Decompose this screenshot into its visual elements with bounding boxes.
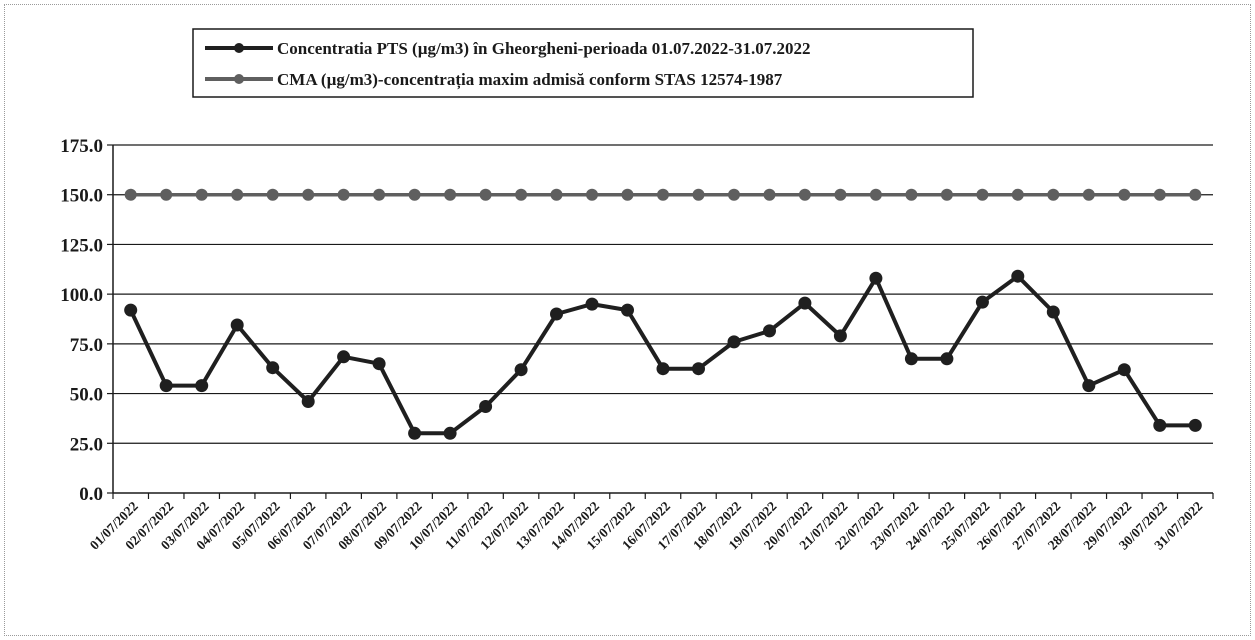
data-point-pts bbox=[550, 307, 563, 321]
data-point-pts bbox=[266, 361, 280, 375]
data-point-pts bbox=[656, 362, 670, 376]
data-point-cma bbox=[798, 188, 811, 201]
data-point-cma bbox=[124, 188, 137, 201]
data-point-pts bbox=[408, 426, 422, 440]
data-point-cma bbox=[763, 188, 776, 201]
legend-marker-cma bbox=[234, 74, 244, 84]
data-point-pts bbox=[940, 352, 954, 366]
legend: Concentratia PTS (µg/m3) în Gheorgheni-p… bbox=[192, 28, 974, 98]
data-point-cma bbox=[479, 188, 492, 201]
data-point-pts bbox=[621, 303, 634, 317]
data-point-cma bbox=[373, 188, 386, 201]
data-point-pts bbox=[124, 303, 138, 317]
data-point-pts bbox=[1082, 379, 1096, 393]
legend-label-cma: CMA (µg/m3)-concentrația maxim admisă co… bbox=[277, 70, 783, 90]
data-point-cma bbox=[869, 188, 882, 201]
data-point-pts bbox=[904, 352, 918, 366]
data-point-pts bbox=[833, 329, 847, 343]
data-point-cma bbox=[550, 188, 563, 201]
data-point-pts bbox=[727, 335, 741, 349]
data-point-cma bbox=[160, 188, 173, 201]
data-point-cma bbox=[905, 188, 918, 201]
y-tick-label: 175.0 bbox=[60, 136, 103, 157]
data-point-cma bbox=[1082, 188, 1095, 201]
legend-marker-pts bbox=[234, 43, 244, 53]
data-point-cma bbox=[728, 188, 740, 201]
data-point-pts bbox=[372, 357, 386, 371]
data-point-pts bbox=[514, 363, 528, 377]
data-point-cma bbox=[586, 188, 598, 201]
legend-box bbox=[192, 28, 974, 98]
data-point-cma bbox=[408, 188, 421, 201]
data-point-pts bbox=[337, 350, 351, 364]
data-point-pts bbox=[1188, 418, 1202, 432]
data-point-cma bbox=[1011, 188, 1024, 201]
x-axis-ticks: 01/07/202202/07/202203/07/202204/07/2022… bbox=[87, 498, 1206, 552]
data-point-pts bbox=[1011, 269, 1025, 283]
y-tick-label: 50.0 bbox=[70, 385, 103, 406]
chart-frame: Concentratia PTS (µg/m3) în Gheorgheni-p… bbox=[4, 4, 1251, 636]
data-point-cma bbox=[231, 188, 244, 201]
data-point-cma bbox=[657, 188, 669, 201]
series-group bbox=[124, 188, 1202, 440]
data-point-cma bbox=[940, 188, 953, 201]
data-point-cma bbox=[1189, 188, 1202, 201]
y-tick-label: 125.0 bbox=[60, 235, 103, 256]
data-point-cma bbox=[692, 188, 705, 201]
y-tick-label: 25.0 bbox=[70, 434, 103, 455]
data-point-pts bbox=[975, 295, 989, 309]
series-line-pts bbox=[128, 274, 1196, 436]
data-point-pts bbox=[479, 400, 493, 413]
y-tick-label: 75.0 bbox=[70, 335, 103, 356]
axes bbox=[107, 144, 1214, 499]
line-chart: Concentratia PTS (µg/m3) în Gheorgheni-p… bbox=[60, 28, 1214, 553]
data-point-pts bbox=[869, 271, 883, 285]
y-tick-label: 0.0 bbox=[79, 484, 103, 505]
data-point-cma bbox=[444, 188, 457, 201]
data-point-cma bbox=[1047, 188, 1060, 201]
y-tick-label: 150.0 bbox=[60, 186, 103, 207]
data-point-pts bbox=[443, 426, 457, 440]
data-point-pts bbox=[1117, 363, 1131, 377]
data-point-cma bbox=[1153, 188, 1166, 201]
data-point-pts bbox=[692, 362, 705, 376]
data-point-cma bbox=[1118, 188, 1131, 201]
data-point-cma bbox=[976, 188, 989, 201]
legend-label-pts: Concentratia PTS (µg/m3) în Gheorgheni-p… bbox=[277, 39, 810, 58]
data-point-pts bbox=[301, 395, 315, 408]
data-point-pts bbox=[230, 318, 244, 332]
data-point-pts bbox=[798, 296, 812, 310]
data-point-cma bbox=[302, 188, 315, 201]
data-point-cma bbox=[266, 188, 279, 201]
y-tick-label: 100.0 bbox=[60, 285, 103, 306]
data-point-cma bbox=[515, 188, 528, 201]
data-point-pts bbox=[1153, 418, 1167, 432]
data-point-pts bbox=[763, 324, 776, 338]
data-point-cma bbox=[834, 188, 847, 201]
data-point-pts bbox=[195, 379, 209, 393]
data-point-cma bbox=[337, 188, 350, 201]
data-point-cma bbox=[621, 188, 634, 201]
y-axis-ticks: 0.0 25.0 50.0 75.0 100.0 125.0 150.0 175.0 bbox=[60, 136, 103, 505]
data-point-cma bbox=[195, 188, 208, 201]
data-point-pts bbox=[585, 297, 599, 311]
data-point-pts bbox=[159, 379, 173, 393]
data-point-pts bbox=[1046, 305, 1060, 319]
